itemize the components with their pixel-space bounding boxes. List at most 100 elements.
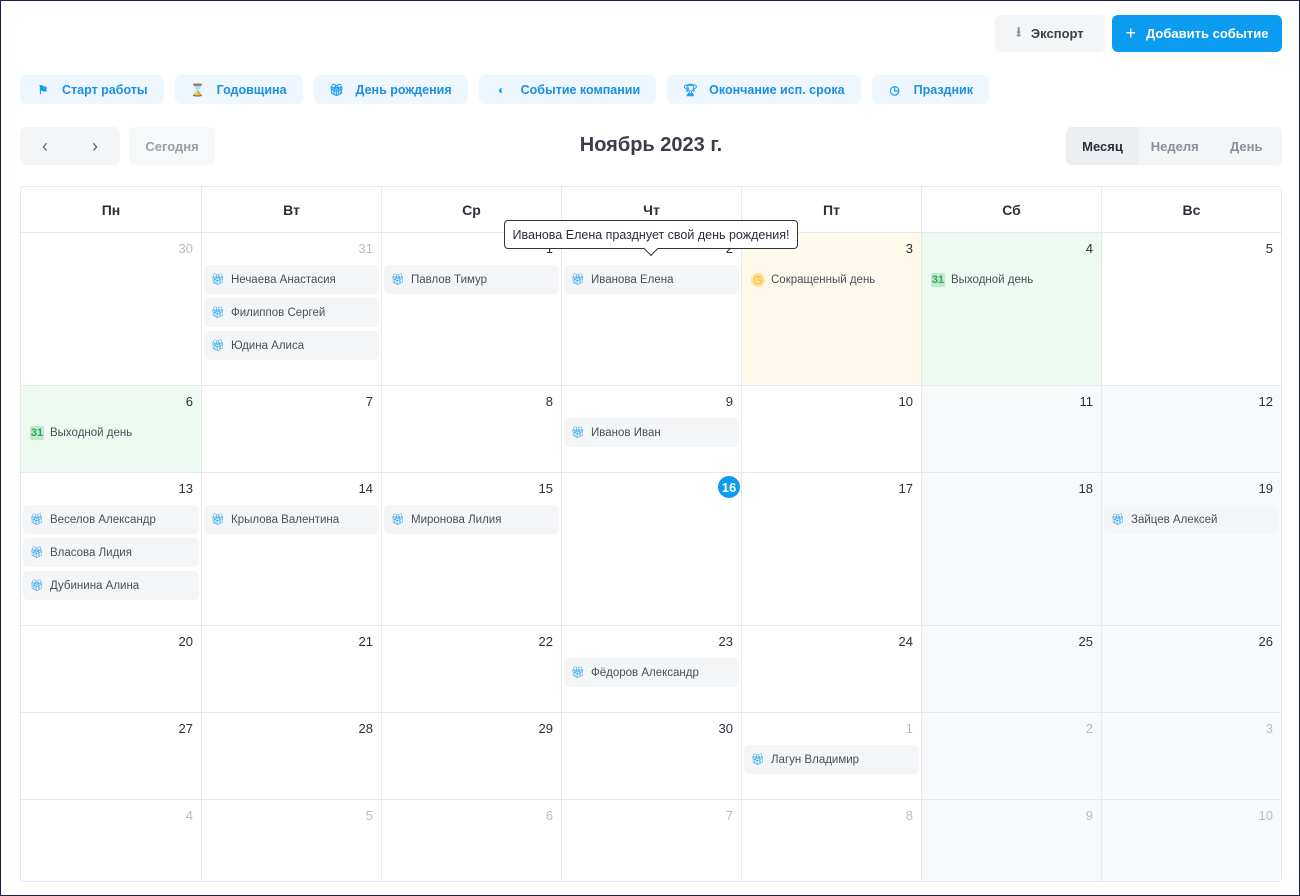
calendar-event[interactable]: 🎁︎ Зайцев Алексей <box>1104 505 1279 534</box>
day-cell[interactable]: 1🎁︎Павлов Тимур <box>381 233 561 385</box>
month-navigation: ‹ › <box>20 127 120 165</box>
day-cell[interactable]: 11 <box>921 386 1101 472</box>
filter-start-work[interactable]: ⚑ Старт работы <box>20 75 164 104</box>
day-cell[interactable]: 15 🎁︎ Миронова Лилия <box>381 473 561 625</box>
day-cell[interactable]: 4 31 Выходной день <box>921 233 1101 385</box>
event-label: Нечаева Анастасия <box>231 273 336 286</box>
day-cell[interactable]: 10 <box>741 386 921 472</box>
event-label: Веселов Александр <box>50 513 156 526</box>
day-cell[interactable]: 17 <box>741 473 921 625</box>
day-cell[interactable]: 18 <box>921 473 1101 625</box>
day-cell[interactable]: 7 <box>561 800 741 881</box>
gift-icon: 🎁︎ <box>1111 514 1125 526</box>
day-cell[interactable]: 9 <box>921 800 1101 881</box>
filter-anniversary[interactable]: ⌛ Годовщина <box>174 75 303 104</box>
day-number: 8 <box>545 394 553 409</box>
day-cell[interactable]: 1 🎁︎ Лагун Владимир <box>741 713 921 799</box>
day-cell[interactable]: 8 <box>741 800 921 881</box>
calendar-event[interactable]: 🎁︎ Иванова Елена <box>564 265 739 294</box>
day-cell[interactable]: 4 <box>21 800 201 881</box>
day-number: 19 <box>1258 481 1273 496</box>
calendar-event[interactable]: 🎁︎ Юдина Алиса <box>204 331 379 360</box>
day-cell[interactable]: 22 <box>381 626 561 712</box>
day-cell[interactable]: 24 <box>741 626 921 712</box>
today-button[interactable]: Сегодня <box>129 127 215 165</box>
calendar-event[interactable]: 🎁︎ Власова Лидия <box>23 538 199 567</box>
day-number: 6 <box>185 394 193 409</box>
calendar-event[interactable]: 🎁︎ Лагун Владимир <box>744 745 919 774</box>
gift-icon: 🎁︎ <box>571 427 585 439</box>
calendar-event[interactable]: 🎁︎ Крылова Валентина <box>204 505 379 534</box>
day-cell[interactable]: 23 🎁︎ Фёдоров Александр <box>561 626 741 712</box>
day-cell[interactable]: 13 🎁︎ Веселов Александр 🎁︎ Власова Лидия 🎁︎ Ду… <box>21 473 201 625</box>
calendar-event[interactable]: 🎁︎ Павлов Тимур <box>384 265 559 294</box>
day-cell[interactable]: 28 <box>201 713 381 799</box>
calendar-event[interactable]: 🎁︎ Нечаева Анастасия <box>204 265 379 294</box>
calendar-event[interactable]: 🎁︎ Иванов Иван <box>564 418 739 447</box>
event-type-filters: ⚑ Старт работы ⌛ Годовщина 🎁︎ День рождения… <box>20 75 989 104</box>
day-number: 24 <box>898 634 913 649</box>
weekday-header: Пн Вт Ср Чт Пт Сб Вс <box>21 187 1281 232</box>
next-month-button[interactable]: › <box>92 135 98 156</box>
day-cell[interactable]: 30 <box>561 713 741 799</box>
day-cell[interactable]: 19 🎁︎ Зайцев Алексей <box>1101 473 1281 625</box>
calendar-event[interactable]: 31 Выходной день <box>23 418 199 447</box>
weekday-sun: Вс <box>1101 187 1281 232</box>
day-cell[interactable]: 31 🎁︎ Нечаева Анастасия 🎁︎ Филиппов Сергей 🎁︎… <box>201 233 381 385</box>
export-button[interactable]: ⭳ Экспорт <box>995 15 1105 52</box>
filter-birthday[interactable]: 🎁︎ День рождения <box>313 75 468 104</box>
day-cell[interactable]: 5 <box>201 800 381 881</box>
day-number: 14 <box>358 481 373 496</box>
day-cell[interactable]: 3 <box>1101 713 1281 799</box>
day-cell[interactable]: 6 <box>381 800 561 881</box>
day-cell[interactable]: 29 <box>381 713 561 799</box>
filter-probation-end[interactable]: 🏆︎ Окончание исп. срока <box>667 75 861 104</box>
calendar-event[interactable]: 🎁︎ Филиппов Сергей <box>204 298 379 327</box>
day-number: 17 <box>898 481 913 496</box>
day-cell[interactable]: 7 <box>201 386 381 472</box>
day-cell[interactable]: 2 <box>921 713 1101 799</box>
day-cell[interactable]: 3 ◷ Сокращенный день <box>741 233 921 385</box>
day-number: 20 <box>178 634 193 649</box>
day-cell[interactable]: 27 <box>21 713 201 799</box>
day-cell[interactable]: 25 <box>921 626 1101 712</box>
gift-icon: 🎁︎ <box>30 547 44 559</box>
day-number: 18 <box>1078 481 1093 496</box>
calendar-event[interactable]: 🎁︎ Фёдоров Александр <box>564 658 739 687</box>
prev-month-button[interactable]: ‹ <box>42 135 48 156</box>
calendar-event[interactable]: 31 Выходной день <box>924 265 1099 294</box>
day-cell[interactable]: 16 <box>561 473 741 625</box>
calendar-event[interactable]: 🎁︎ Веселов Александр <box>23 505 199 534</box>
calendar-event[interactable]: 🎁︎ Миронова Лилия <box>384 505 559 534</box>
calendar-event[interactable]: 🎁︎ Дубинина Алина <box>23 571 199 600</box>
day-number: 8 <box>905 808 913 823</box>
day-cell[interactable]: 8 <box>381 386 561 472</box>
event-label: Выходной день <box>50 426 133 439</box>
calendar-week: 4 5 6 7 8 9 10 <box>21 799 1281 881</box>
day-cell[interactable]: 5 <box>1101 233 1281 385</box>
day-cell[interactable]: 6 31 Выходной день <box>21 386 201 472</box>
calendar-event[interactable]: ◷ Сокращенный день <box>744 265 919 294</box>
filter-company-event[interactable]: ◐ Событие компании <box>478 75 657 104</box>
day-number: 22 <box>538 634 553 649</box>
day-cell[interactable]: 20 <box>21 626 201 712</box>
day-cell[interactable]: 10 <box>1101 800 1281 881</box>
day-number: 12 <box>1258 394 1273 409</box>
day-cell[interactable]: 26 <box>1101 626 1281 712</box>
day-cell[interactable]: 12 <box>1101 386 1281 472</box>
day-cell[interactable]: 9 🎁︎ Иванов Иван <box>561 386 741 472</box>
day-cell[interactable]: 21 <box>201 626 381 712</box>
day-number: 27 <box>178 721 193 736</box>
filter-holiday[interactable]: ◷ Праздник <box>871 75 989 104</box>
event-label: Фёдоров Александр <box>591 666 699 679</box>
day-number: 13 <box>178 481 193 496</box>
day-number: 10 <box>1258 808 1273 823</box>
day-cell[interactable]: 30 <box>21 233 201 385</box>
view-week[interactable]: Неделя <box>1150 138 1199 154</box>
add-event-button[interactable]: + Добавить событие <box>1112 15 1282 52</box>
view-day[interactable]: День <box>1230 138 1263 154</box>
day-cell[interactable]: 14 🎁︎ Крылова Валентина <box>201 473 381 625</box>
event-label: Миронова Лилия <box>411 513 502 526</box>
day-number: 9 <box>1085 808 1093 823</box>
view-month[interactable]: Месяц <box>1066 127 1139 165</box>
